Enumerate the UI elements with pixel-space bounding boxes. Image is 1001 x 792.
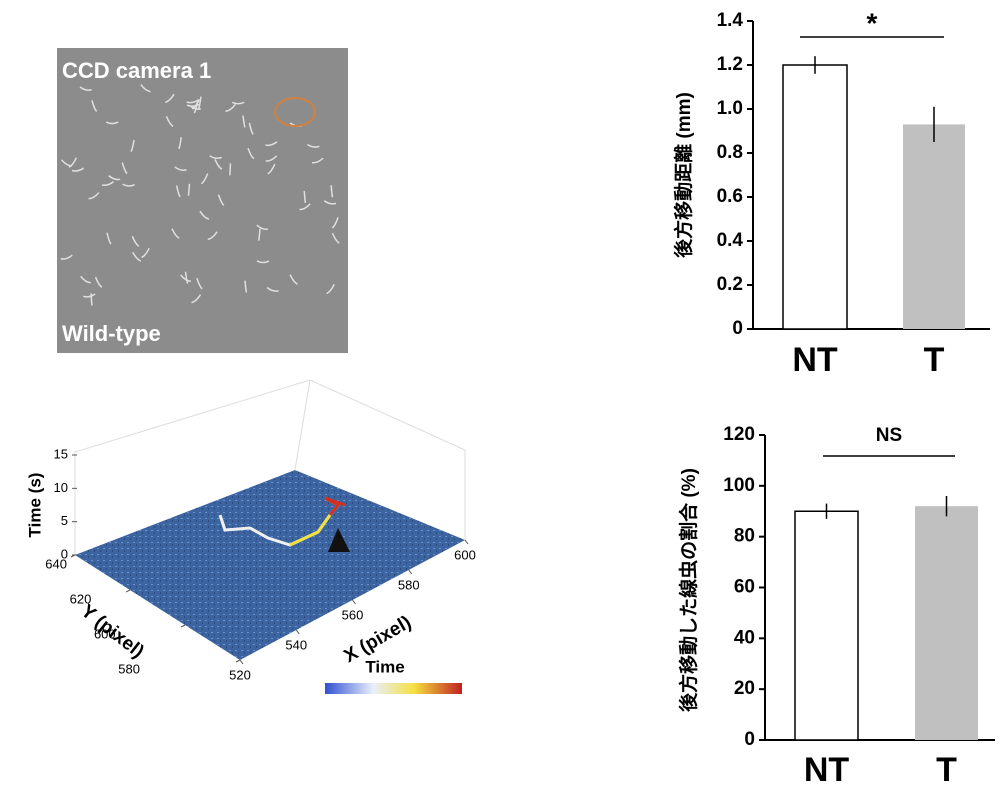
tick-mark — [353, 600, 356, 604]
y-tick-label: 20 — [734, 678, 755, 699]
tick-mark — [240, 660, 243, 664]
camera-image: CCD camera 1 Wild-type — [57, 48, 348, 353]
y-tick-label: 0 — [744, 729, 755, 750]
image-label: CCD camera 1 — [62, 58, 211, 83]
y-tick-label: 80 — [734, 526, 755, 547]
z-tick-label: 10 — [54, 480, 68, 495]
tick-mark — [236, 660, 240, 662]
z-axis-label: Time (s) — [25, 473, 44, 538]
colorbar-label: Time — [365, 657, 404, 676]
z-tick-label: 15 — [54, 446, 68, 461]
trajectory-plot: Time Time (s) Y (pixel) X (pixel) 051015… — [25, 380, 475, 694]
colorbar — [325, 683, 462, 694]
worm — [230, 163, 231, 175]
x-tick-label: 600 — [454, 547, 476, 562]
y-tick-label: 0.4 — [717, 230, 744, 251]
x-tick-label: T — [924, 341, 945, 379]
y-tick-label: 620 — [70, 591, 92, 606]
y-tick-label: 1.0 — [717, 98, 743, 119]
y-tick-label: 0 — [732, 318, 743, 339]
bar — [795, 511, 858, 740]
bar — [783, 65, 847, 329]
x-tick-label: 560 — [342, 607, 364, 622]
y-tick-label: 0.6 — [717, 186, 743, 207]
x-tick-label: 540 — [285, 637, 307, 652]
annotation: * — [867, 7, 878, 38]
tick-mark — [181, 625, 185, 627]
y-tick-label: 120 — [723, 424, 755, 445]
tick-mark — [126, 590, 130, 592]
y-tick-label: 640 — [45, 556, 67, 571]
y-tick-label: 1.2 — [717, 54, 743, 75]
y-tick-label: 40 — [734, 627, 755, 648]
z-tick-label: 5 — [61, 513, 68, 528]
y-tick-label: 60 — [734, 577, 755, 598]
y-tick-label: 1.4 — [717, 10, 744, 31]
bar — [915, 506, 978, 740]
worm — [91, 293, 92, 305]
annotation: NS — [876, 425, 902, 446]
box-edge — [295, 380, 310, 470]
y-tick-label: 600 — [94, 626, 116, 641]
x-tick-label: NT — [804, 751, 850, 787]
image-label: Wild-type — [62, 321, 161, 346]
x-tick-label: T — [936, 751, 957, 787]
y-tick-label: 0.8 — [717, 142, 743, 163]
bar — [903, 124, 965, 329]
y-axis-label: 後方移動した線虫の割合 (%) — [677, 468, 700, 712]
x-tick-label: 520 — [229, 667, 251, 682]
x-tick-label: 580 — [398, 577, 420, 592]
tick-mark — [465, 540, 468, 544]
y-tick-label: 580 — [118, 661, 140, 676]
x-tick-label: NT — [792, 341, 838, 379]
y-axis-label: 後方移動距離 (mm) — [672, 92, 695, 258]
y-tick-label: 100 — [723, 475, 755, 496]
figure: CCD camera 1 Wild-type Time Time (s) Y (… — [0, 0, 1001, 787]
y-tick-label: 0.2 — [717, 274, 743, 295]
tick-mark — [296, 630, 299, 634]
tick-mark — [409, 570, 412, 574]
